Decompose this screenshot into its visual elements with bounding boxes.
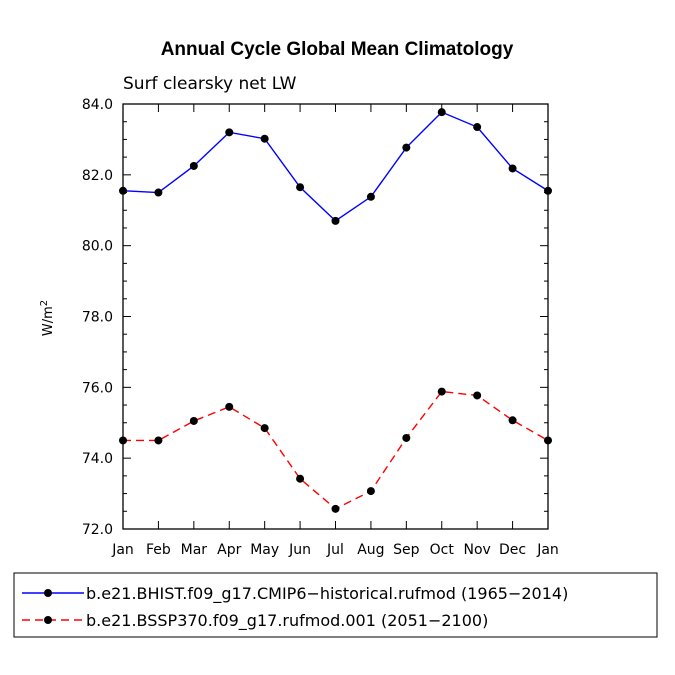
x-tick-label: Jan xyxy=(111,542,134,558)
y-axis-label-superscript: 2 xyxy=(39,300,50,306)
series-2-point xyxy=(119,436,127,445)
series-1-point xyxy=(119,186,127,195)
series-1-point xyxy=(154,188,163,197)
series-2-point xyxy=(437,387,446,396)
series-2-point xyxy=(544,436,552,445)
series-1-point xyxy=(473,123,482,132)
x-tick-label: Mar xyxy=(181,542,208,558)
y-axis-label: W/m2 xyxy=(39,300,56,336)
x-tick-label: Dec xyxy=(499,542,526,558)
x-tick-label: Jul xyxy=(326,542,344,558)
y-tick-label: 82.0 xyxy=(82,168,113,184)
legend-box xyxy=(13,572,658,638)
y-tick-label: 84.0 xyxy=(82,97,113,113)
x-tick-label: Jun xyxy=(288,542,311,558)
legend-marker xyxy=(44,589,52,597)
legend-label: b.e21.BHIST.f09_g17.CMIP6−historical.ruf… xyxy=(86,584,568,604)
y-tick-label: 76.0 xyxy=(82,380,113,396)
series-2-point xyxy=(154,436,163,445)
series-2-point xyxy=(296,474,305,483)
chart-title: Annual Cycle Global Mean Climatology xyxy=(161,39,514,60)
series-2-point xyxy=(366,487,375,496)
series-1-point xyxy=(260,134,269,143)
series-1-point xyxy=(296,183,305,192)
series-1-point xyxy=(437,108,446,117)
chart-subtitle: Surf clearsky net LW xyxy=(123,74,297,94)
x-tick-label: May xyxy=(250,542,279,558)
series-2-point xyxy=(260,424,269,433)
series-2-point xyxy=(508,416,517,425)
series-1-point xyxy=(366,192,375,201)
series-2-point xyxy=(402,433,411,442)
x-tick-label: Feb xyxy=(146,542,171,558)
y-tick-label: 72.0 xyxy=(82,522,113,538)
series-2-point xyxy=(189,416,198,425)
legend-marker xyxy=(44,616,52,624)
series-1-point xyxy=(331,216,340,225)
legend: b.e21.BHIST.f09_g17.CMIP6−historical.ruf… xyxy=(13,572,658,638)
x-tick-label: Sep xyxy=(393,542,420,558)
x-tick-label: Aug xyxy=(357,542,384,558)
x-tick-label: Apr xyxy=(217,542,241,558)
y-axis-label-text: W/m xyxy=(41,306,56,336)
plot-area: 72.0 74.0 76.0 78.0 80.0 82.0 84.0 Jan Feb Mar Apr… xyxy=(82,97,559,558)
plot-frame xyxy=(122,103,549,530)
x-tick-label: Oct xyxy=(430,542,455,558)
series-line-2 xyxy=(123,390,549,510)
series-1-point xyxy=(225,128,234,137)
series-2-point xyxy=(473,391,482,400)
y-tick-label: 74.0 xyxy=(82,451,113,467)
legend-label: b.e21.BSSP370.f09_g17.rufmod.001 (2051−2… xyxy=(86,611,488,631)
x-tick-label: Nov xyxy=(464,542,491,558)
y-tick-label: 80.0 xyxy=(82,239,113,255)
y-tick-label: 78.0 xyxy=(82,310,113,326)
series-1-point xyxy=(402,143,411,152)
series-2-point xyxy=(225,402,234,411)
series-2-point xyxy=(331,504,340,513)
x-tick-label: Jan xyxy=(536,542,559,558)
series-line-1 xyxy=(122,111,549,222)
series-1-point xyxy=(508,164,517,173)
series-1-point xyxy=(544,186,552,195)
series-1-point xyxy=(189,161,198,170)
